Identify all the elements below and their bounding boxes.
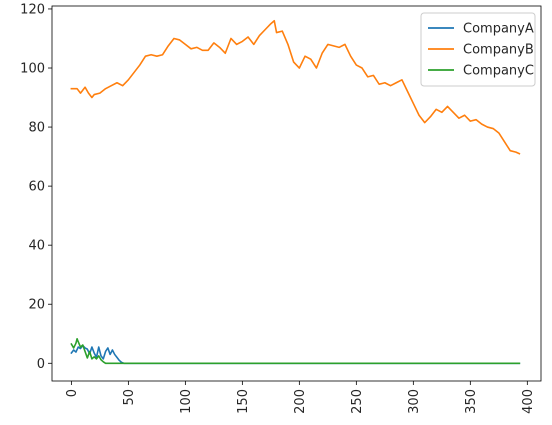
- legend-label: CompanyB: [463, 43, 534, 58]
- y-axis-ticks: 0 20 40 60 80 100 120: [20, 2, 52, 372]
- x-tick-label: 150: [236, 389, 251, 414]
- x-tick-label: 50: [122, 389, 137, 406]
- x-tick-label: 400: [521, 389, 536, 414]
- series-lines: [70, 19, 521, 365]
- legend-label: CompanyC: [463, 64, 534, 79]
- x-axis-ticks: 0 50 100 150 200 250 300 350 400: [65, 381, 536, 414]
- series-line-companyb: [70, 19, 521, 155]
- y-tick-label: 60: [28, 180, 45, 195]
- series-line-companyc: [70, 337, 521, 365]
- y-tick-label: 120: [20, 2, 45, 17]
- x-tick-label: 200: [293, 389, 308, 414]
- y-tick-label: 0: [37, 357, 45, 372]
- y-tick-label: 100: [20, 62, 45, 77]
- plot-area-frame: [51, 5, 542, 382]
- x-tick-label: 0: [65, 389, 80, 397]
- legend: CompanyA CompanyB CompanyC: [420, 12, 536, 87]
- y-tick-label: 40: [28, 239, 45, 254]
- y-tick-label: 20: [28, 298, 45, 313]
- x-tick-label: 300: [407, 389, 422, 414]
- series-line-companya: [70, 344, 521, 365]
- x-tick-label: 350: [464, 389, 479, 414]
- legend-box: [420, 12, 536, 87]
- x-tick-label: 250: [350, 389, 365, 414]
- legend-label: CompanyA: [463, 22, 534, 37]
- y-tick-label: 80: [28, 121, 45, 136]
- x-tick-label: 100: [179, 389, 194, 414]
